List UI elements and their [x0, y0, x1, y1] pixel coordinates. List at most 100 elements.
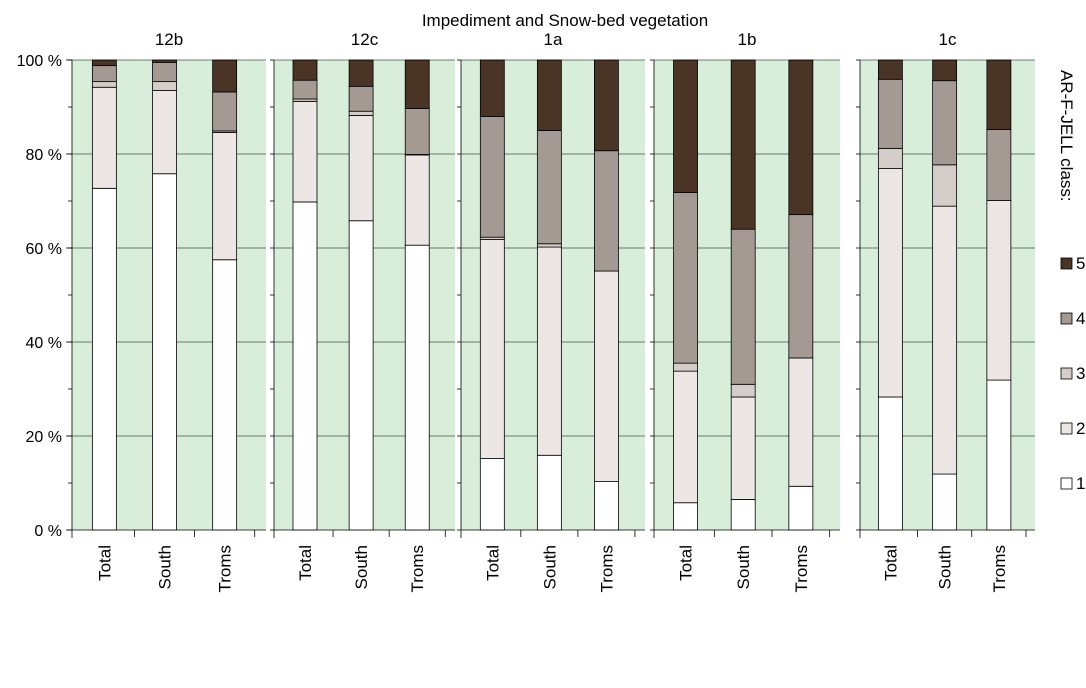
x-tick-label: Troms — [597, 545, 616, 593]
bar-segment-class-3 — [933, 165, 957, 206]
bar-segment-class-1 — [987, 380, 1011, 530]
bar-segment-class-5 — [878, 60, 902, 79]
bar-segment-class-5 — [153, 60, 177, 62]
bar-segment-class-5 — [594, 60, 618, 151]
bar-segment-class-4 — [878, 79, 902, 148]
x-tick-label: South — [156, 545, 175, 589]
bar-segment-class-1 — [349, 221, 373, 530]
bar-segment-class-2 — [293, 101, 317, 202]
legend-title: AR-F-JELL class: — [1057, 70, 1076, 202]
legend-swatch-2 — [1061, 423, 1072, 434]
x-tick-label: Total — [881, 545, 900, 581]
bar-segment-class-1 — [480, 459, 504, 530]
x-tick-label: South — [936, 545, 955, 589]
x-tick-label: Total — [296, 545, 315, 581]
bar-segment-class-2 — [349, 115, 373, 220]
bar-segment-class-2 — [594, 271, 618, 482]
bar-segment-class-4 — [537, 131, 561, 244]
bar-segment-class-5 — [933, 60, 957, 81]
legend-label: 5 — [1076, 254, 1085, 273]
bar-segment-class-5 — [213, 60, 237, 92]
y-tick-label: 100 % — [17, 53, 62, 70]
bar-segment-class-4 — [594, 151, 618, 271]
panel-title: 12c — [351, 30, 379, 49]
bar-segment-class-5 — [349, 60, 373, 86]
panel-1c: 1c Total South Troms — [856, 30, 1035, 593]
bar-segment-class-4 — [293, 80, 317, 99]
bar-segment-class-3 — [731, 384, 755, 397]
bar-segment-class-5 — [674, 60, 698, 193]
x-tick-label: Troms — [216, 545, 235, 593]
legend-swatch-4 — [1061, 313, 1072, 324]
bar-segment-class-5 — [987, 60, 1011, 130]
legend-label: 4 — [1076, 309, 1085, 328]
bar-segment-class-2 — [213, 132, 237, 259]
bar-segment-class-4 — [349, 86, 373, 111]
bar-segment-class-1 — [594, 482, 618, 530]
y-tick-label: 20 % — [26, 429, 62, 446]
panel-title: 1c — [939, 30, 957, 49]
bar-segment-class-1 — [933, 474, 957, 530]
bar-segment-class-3 — [153, 82, 177, 91]
bar-segment-class-2 — [92, 87, 116, 188]
bar-segment-class-3 — [92, 82, 116, 88]
bar-segment-class-4 — [213, 92, 237, 131]
y-tick-label: 40 % — [26, 335, 62, 352]
y-tick-label: 80 % — [26, 147, 62, 164]
bar-segment-class-3 — [674, 363, 698, 371]
bar-segment-class-1 — [153, 174, 177, 530]
x-tick-label: South — [734, 545, 753, 589]
bar-segment-class-5 — [405, 60, 429, 108]
bar-segment-class-2 — [789, 358, 813, 486]
bar-segment-class-4 — [674, 193, 698, 364]
bar-segment-class-4 — [153, 62, 177, 81]
bar-segment-class-2 — [731, 397, 755, 499]
bar-segment-class-1 — [878, 397, 902, 530]
y-axis: 0 % 20 % 40 % 60 % 80 % 100 % — [17, 53, 72, 540]
bar-segment-class-5 — [480, 60, 504, 116]
x-tick-label: Troms — [990, 545, 1009, 593]
x-tick-label: Total — [483, 545, 502, 581]
bar-segment-class-2 — [405, 155, 429, 245]
panel-title: 1b — [738, 30, 757, 49]
bar-segment-class-4 — [92, 66, 116, 82]
bar-segment-class-5 — [731, 60, 755, 229]
legend-label: 3 — [1076, 364, 1085, 383]
bar-segment-class-2 — [153, 91, 177, 174]
legend-swatch-3 — [1061, 368, 1072, 379]
legend-swatch-5 — [1061, 258, 1072, 269]
bar-segment-class-1 — [92, 188, 116, 530]
bar-segment-class-2 — [480, 240, 504, 459]
chart-panels: 12b Total South Troms 12c Total South Troms 1a To… — [68, 30, 1035, 593]
bar-segment-class-2 — [987, 201, 1011, 381]
legend-label: 2 — [1076, 419, 1085, 438]
bar-segment-class-5 — [293, 60, 317, 80]
y-tick-label: 0 % — [34, 523, 62, 540]
bar-segment-class-1 — [537, 455, 561, 530]
bar-segment-class-4 — [405, 108, 429, 154]
x-tick-label: Troms — [792, 545, 811, 593]
chart-title: Impediment and Snow-bed vegetation — [422, 11, 708, 30]
x-tick-label: South — [540, 545, 559, 589]
bar-segment-class-4 — [789, 215, 813, 358]
bar-segment-class-3 — [349, 111, 373, 115]
bar-segment-class-4 — [480, 116, 504, 237]
bar-segment-class-3 — [537, 244, 561, 247]
panel-1a: 1a Total South Troms — [457, 30, 645, 593]
panel-title: 1a — [544, 30, 563, 49]
bar-segment-class-5 — [92, 60, 116, 66]
y-tick-label: 60 % — [26, 241, 62, 258]
bar-segment-class-1 — [293, 202, 317, 530]
legend-label: 1 — [1076, 474, 1085, 493]
bar-segment-class-2 — [878, 169, 902, 397]
bar-segment-class-2 — [674, 371, 698, 503]
bar-segment-class-1 — [405, 245, 429, 530]
bar-segment-class-1 — [789, 486, 813, 530]
bar-segment-class-5 — [789, 60, 813, 215]
bar-segment-class-2 — [537, 247, 561, 455]
panel-title: 12b — [155, 30, 183, 49]
bar-segment-class-1 — [731, 499, 755, 530]
